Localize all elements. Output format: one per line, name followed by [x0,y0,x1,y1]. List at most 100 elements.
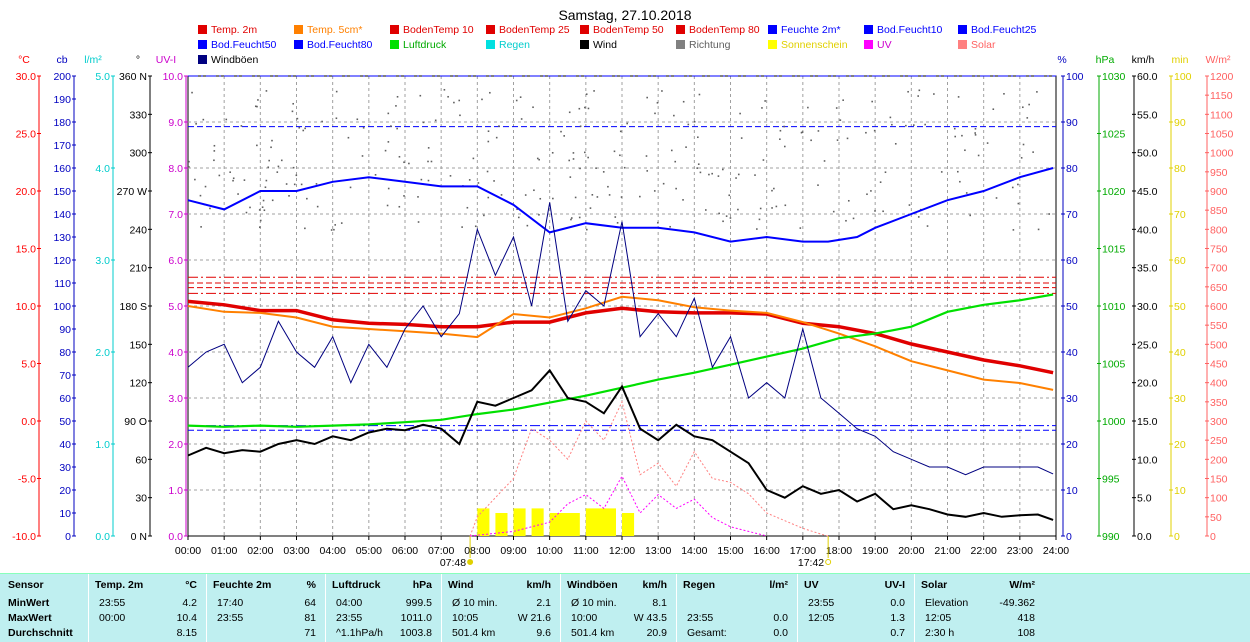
direction-point [879,181,882,183]
direction-point [578,216,581,219]
stats-value: W 43.5 [633,612,667,624]
direction-point [1048,213,1051,215]
x-tick-label: 21:00 [934,545,960,557]
direction-point [259,226,261,228]
dir-tick-label: 150 [129,339,147,351]
x-tick-label: 06:00 [392,545,418,557]
stats-time: Ø 10 min. [571,597,617,609]
direction-point [662,182,665,185]
sun-tick-label: 50 [1174,301,1186,313]
direction-point [646,96,648,99]
direction-point [563,135,565,137]
direction-point [964,149,966,152]
direction-point [263,209,266,212]
direction-point [188,160,190,163]
direction-point [533,189,535,192]
cb-tick-label: 190 [53,94,71,106]
legend-label: BodenTemp 50 [593,24,664,36]
direction-point [403,195,405,197]
series-uv [470,475,767,537]
stats-group-unit: W/m² [1009,579,1035,591]
direction-point [396,95,399,98]
direction-point [924,123,926,126]
direction-point [316,205,319,208]
temp-axis-unit: °C [18,54,30,66]
stats-time: 501.4 km [571,627,615,639]
direction-point [835,107,838,109]
legend-label: Bod.Feucht25 [971,24,1037,36]
direction-point [589,207,592,209]
wind-tick-label: 5.0 [1137,493,1152,505]
direction-point [711,172,713,175]
cb-tick-label: 170 [53,140,71,152]
direction-point [347,136,350,139]
cb-tick-label: 90 [59,324,71,336]
direction-point [675,187,677,190]
direction-point [974,132,976,134]
dir-tick-label: 30 [135,493,147,505]
direction-point [905,124,907,127]
stats-group-unit: % [306,579,316,591]
dir-tick-label: 270 W [117,186,147,198]
direction-point [277,165,280,168]
direction-point [705,209,707,211]
direction-point [520,118,523,120]
direction-point [335,90,338,93]
legend-label: Temp. 2m [211,24,257,36]
direction-point [591,194,594,196]
direction-point [940,171,943,173]
legend-swatch [676,25,685,34]
direction-point [487,140,490,143]
direction-point [959,180,961,183]
cb-tick-label: 130 [53,232,71,244]
stats-group: Feuchte 2m% 17:40 64 23:55 81 71 [206,574,326,642]
direction-point [408,162,410,165]
solar-tick-label: 400 [1210,378,1228,390]
direction-point [293,183,296,186]
direction-point [1017,202,1020,205]
cb-tick-label: 110 [54,278,71,290]
direction-point [729,217,732,219]
direction-point [717,175,720,177]
stats-value: 10.4 [176,612,197,624]
direction-point [756,228,758,230]
direction-point [737,208,739,211]
x-tick-label: 24:00 [1043,545,1069,557]
direction-point [267,166,270,169]
direction-point [560,130,562,133]
direction-point [836,139,839,141]
press-tick-label: 1020 [1102,186,1126,198]
direction-point [526,224,529,227]
direction-point [587,107,590,110]
stats-time: 2:30 h [925,627,955,639]
direction-point [685,146,687,148]
direction-point [315,183,318,185]
direction-point [775,205,778,208]
legend-swatch [294,25,303,34]
cb-tick-label: 40 [59,439,71,451]
direction-point [420,178,423,181]
direction-point [430,160,433,163]
direction-point [845,219,847,222]
hum-tick-label: 20 [1066,439,1078,451]
stats-value: 71 [304,627,316,639]
stats-value: 81 [304,612,316,624]
wind-tick-label: 45.0 [1137,186,1158,198]
direction-point [908,204,911,206]
wind-tick-label: 15.0 [1137,416,1158,428]
direction-point [842,99,844,101]
direction-point [917,216,920,218]
wind-tick-label: 25.0 [1137,339,1158,351]
stats-group-name: Regen [683,579,716,591]
legend-swatch [864,40,873,49]
direction-point [1028,103,1030,106]
temp-tick-label: 5.0 [21,359,36,371]
press-axis-unit: hPa [1096,54,1115,66]
uv-tick-label: 3.0 [168,393,183,405]
direction-point [696,167,699,169]
direction-point [288,195,290,197]
direction-point [698,93,701,96]
stats-value: 1003.8 [399,627,432,639]
direction-point [779,129,782,132]
direction-point [335,117,338,120]
